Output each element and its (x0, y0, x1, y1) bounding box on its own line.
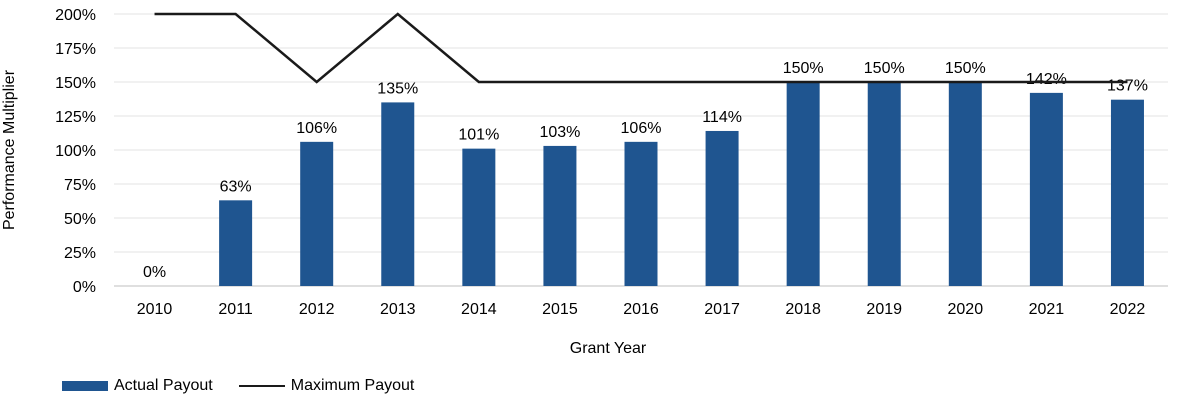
line-maximum-payout (154, 12, 1128, 84)
bar-data-label: 137% (1107, 78, 1148, 95)
x-tick-label: 2012 (299, 301, 335, 318)
x-tick-label: 2018 (785, 301, 821, 318)
bar-data-label: 106% (296, 120, 337, 137)
bar-data-label: 150% (783, 60, 824, 77)
line-series-maximum-payout (154, 12, 1128, 84)
bar-data-label: 106% (621, 120, 662, 137)
bar-data-label: 150% (864, 60, 905, 77)
bar-data-label: 0% (143, 264, 166, 281)
bar (948, 82, 982, 286)
x-tick-label: 2017 (704, 301, 740, 318)
bar (381, 102, 415, 287)
x-tick-label: 2016 (623, 301, 659, 318)
bar-data-label: 63% (220, 178, 252, 195)
x-tick-label: 2013 (380, 301, 416, 318)
y-tick-label: 50% (64, 211, 96, 228)
bar-data-label: 114% (702, 109, 742, 126)
bar-data-label: 142% (1026, 71, 1067, 88)
bar (219, 200, 253, 286)
bar (705, 130, 739, 286)
y-axis-title: Performance Multiplier (1, 69, 18, 230)
x-tick-label: 2022 (1110, 301, 1146, 318)
x-axis-ticks: 2010 2011 2012 2013 2014 2015 2016 2017 2018 2019… (137, 301, 1146, 318)
y-axis-ticks: 0% 25% 50% 75% 100% 125% 150% 175% 200% (55, 7, 96, 296)
y-tick-label: 200% (55, 7, 96, 24)
bar-data-label: 135% (377, 80, 418, 97)
bar (867, 82, 901, 286)
bar (1110, 99, 1144, 287)
y-tick-label: 25% (64, 245, 96, 262)
y-tick-label: 0% (73, 279, 96, 296)
legend-item-actual-payout: Actual Payout (62, 377, 213, 395)
legend: Actual Payout Maximum Payout (62, 376, 440, 396)
y-tick-label: 125% (55, 109, 96, 126)
x-tick-label: 2010 (137, 301, 173, 318)
y-tick-label: 75% (64, 177, 96, 194)
x-tick-label: 2011 (218, 301, 253, 318)
bar (1029, 92, 1063, 286)
x-axis-title: Grant Year (570, 340, 647, 357)
y-tick-label: 175% (55, 41, 96, 58)
y-tick-label: 150% (55, 75, 96, 92)
x-tick-label: 2019 (866, 301, 902, 318)
legend-swatch-line (238, 385, 285, 387)
bar (786, 82, 820, 286)
bar (543, 145, 577, 286)
bar-data-labels: 0% 63% 106% 135% 101% 103% 106% 114% 150% 150% 150… (143, 60, 1148, 281)
x-tick-label: 2021 (1029, 301, 1065, 318)
bar-series-actual-payout (219, 82, 1144, 287)
legend-swatch-bar (62, 381, 108, 391)
bar (300, 141, 334, 286)
combo-chart: 0% 25% 50% 75% 100% 125% 150% 175% 200% 0% 63% 106… (1, 7, 1168, 357)
bar (624, 141, 658, 286)
bar-data-label: 150% (945, 60, 986, 77)
y-tick-label: 100% (55, 143, 96, 160)
legend-label-actual-payout: Actual Payout (114, 377, 213, 394)
x-tick-label: 2020 (948, 301, 984, 318)
x-tick-label: 2015 (542, 301, 578, 318)
bar-data-label: 101% (458, 127, 499, 144)
x-tick-label: 2014 (461, 301, 497, 318)
legend-label-maximum-payout: Maximum Payout (290, 377, 415, 394)
bar-data-label: 103% (539, 124, 580, 141)
bar (462, 148, 496, 286)
legend-item-maximum-payout: Maximum Payout (238, 377, 415, 395)
